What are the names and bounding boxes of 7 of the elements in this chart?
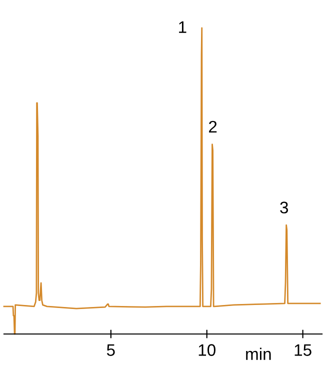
annotation: 3: [280, 202, 288, 214]
x-axis-title: min: [246, 348, 271, 360]
x-tick-label: 5: [106, 344, 115, 356]
annotation: 2: [209, 120, 217, 132]
x-tick-label: 15: [294, 344, 312, 356]
x-tick-label: 10: [198, 344, 216, 356]
annotation: 1: [179, 21, 186, 33]
